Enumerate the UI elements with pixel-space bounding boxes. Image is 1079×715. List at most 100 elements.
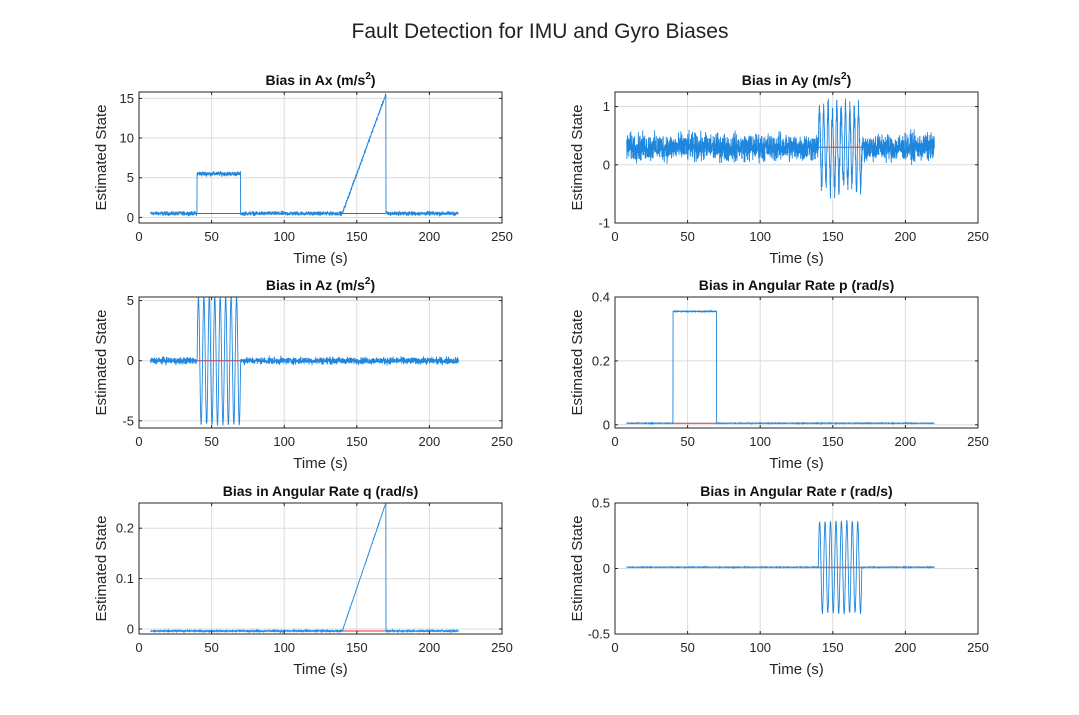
axes-border <box>138 91 503 224</box>
x-tick-label: 0 <box>611 229 618 244</box>
x-axis-label: Time (s) <box>293 661 347 678</box>
y-tick-label: -1 <box>598 216 610 231</box>
x-tick-label: 250 <box>967 434 989 449</box>
y-tick-label: 0 <box>127 353 134 368</box>
y-tick-label: 0 <box>127 621 134 636</box>
axes-border <box>614 296 979 429</box>
subplot-title-superscript: 2 <box>365 276 371 287</box>
estimate-series <box>626 519 935 615</box>
subplot-title-main: Bias in Az (m/s <box>266 277 365 293</box>
y-axis-label: Estimated State <box>569 310 586 416</box>
y-axis-label: Estimated State <box>569 516 586 622</box>
x-axis-label: Time (s) <box>293 250 347 267</box>
y-tick-label: 0.2 <box>116 521 134 536</box>
subplot-title: Bias in Az (m/s2) <box>266 276 375 293</box>
x-tick-label: 250 <box>491 434 513 449</box>
x-tick-label: 150 <box>346 229 368 244</box>
x-tick-label: 100 <box>749 434 771 449</box>
x-tick-label: 50 <box>204 434 218 449</box>
plot-area <box>614 296 979 429</box>
y-tick-label: 0.2 <box>592 353 610 368</box>
y-axis-label: Estimated State <box>93 310 110 416</box>
subplot-title-close: ) <box>370 277 375 293</box>
y-axis-label: Estimated State <box>93 516 110 622</box>
x-tick-label: 0 <box>135 434 142 449</box>
estimate-series <box>626 309 935 426</box>
x-tick-label: 200 <box>895 434 917 449</box>
x-tick-label: 150 <box>822 229 844 244</box>
y-tick-label: 0 <box>127 210 134 225</box>
x-axis-label: Time (s) <box>769 250 823 267</box>
x-tick-label: 100 <box>273 640 295 655</box>
estimate-series <box>626 98 935 199</box>
y-tick-label: 0.4 <box>592 290 610 305</box>
y-tick-label: -0.5 <box>588 627 610 642</box>
plot-area <box>138 502 503 635</box>
subplot-title-main: Bias in Ax (m/s <box>265 72 365 88</box>
x-tick-label: 250 <box>967 229 989 244</box>
y-axis-label: Estimated State <box>569 105 586 211</box>
subplot-title-close: ) <box>371 72 376 88</box>
x-tick-label: 250 <box>491 640 513 655</box>
y-tick-label: 0 <box>603 417 610 432</box>
axes-border <box>614 91 979 224</box>
x-axis-label: Time (s) <box>769 661 823 678</box>
x-tick-label: 0 <box>135 229 142 244</box>
subplot-title: Bias in Angular Rate r (rad/s) <box>700 483 892 499</box>
x-tick-label: 200 <box>419 229 441 244</box>
x-tick-label: 150 <box>822 434 844 449</box>
y-tick-label: 15 <box>120 91 134 106</box>
subplot-title-close: ) <box>847 72 852 88</box>
x-tick-label: 200 <box>419 434 441 449</box>
plot-area <box>138 91 503 224</box>
subplot-ax: 0 50 100 150 200 250 0 5 10 15 Bias in Ax (m/s2) Ti… <box>93 71 513 267</box>
x-tick-label: 100 <box>749 640 771 655</box>
x-tick-label: 0 <box>611 640 618 655</box>
estimate-series <box>150 297 459 427</box>
y-tick-label: 0 <box>603 561 610 576</box>
y-tick-label: 5 <box>127 293 134 308</box>
axes-border <box>138 502 503 635</box>
y-tick-label: 5 <box>127 170 134 185</box>
estimate-series <box>150 503 459 634</box>
subplot-p: 0 50 100 150 200 250 0 0.2 0.4 Bias in Angular Ra… <box>569 277 989 472</box>
x-tick-label: 0 <box>611 434 618 449</box>
y-tick-label: 0.1 <box>116 571 134 586</box>
y-tick-label: 0.5 <box>592 496 610 511</box>
x-tick-label: 100 <box>749 229 771 244</box>
subplot-title-main: Bias in Angular Rate r (rad/s) <box>700 483 892 499</box>
subplot-title: Bias in Angular Rate p (rad/s) <box>699 277 895 293</box>
subplot-title: Bias in Ax (m/s2) <box>265 71 375 88</box>
subplot-title: Bias in Ay (m/s2) <box>742 71 852 88</box>
estimate-series <box>150 93 459 217</box>
x-tick-label: 50 <box>680 640 694 655</box>
y-tick-label: -5 <box>122 413 134 428</box>
x-tick-label: 150 <box>346 640 368 655</box>
x-axis-label: Time (s) <box>769 455 823 472</box>
y-tick-label: 0 <box>603 157 610 172</box>
x-tick-label: 50 <box>204 640 218 655</box>
x-tick-label: 0 <box>135 640 142 655</box>
subplot-title-main: Bias in Ay (m/s <box>742 72 842 88</box>
x-tick-label: 200 <box>895 640 917 655</box>
x-tick-label: 50 <box>680 229 694 244</box>
x-tick-label: 50 <box>204 229 218 244</box>
x-tick-label: 50 <box>680 434 694 449</box>
subplot-title-main: Bias in Angular Rate p (rad/s) <box>699 277 895 293</box>
x-tick-label: 250 <box>967 640 989 655</box>
figure-title: Fault Detection for IMU and Gyro Biases <box>352 20 729 43</box>
x-tick-label: 250 <box>491 229 513 244</box>
subplot-q: 0 50 100 150 200 250 0 0.1 0.2 Bias in Angular Ra… <box>93 483 513 678</box>
y-tick-label: 1 <box>603 99 610 114</box>
subplot-title-main: Bias in Angular Rate q (rad/s) <box>223 483 419 499</box>
x-tick-label: 100 <box>273 229 295 244</box>
x-tick-label: 200 <box>895 229 917 244</box>
x-tick-label: 200 <box>419 640 441 655</box>
x-tick-label: 150 <box>346 434 368 449</box>
x-tick-label: 100 <box>273 434 295 449</box>
